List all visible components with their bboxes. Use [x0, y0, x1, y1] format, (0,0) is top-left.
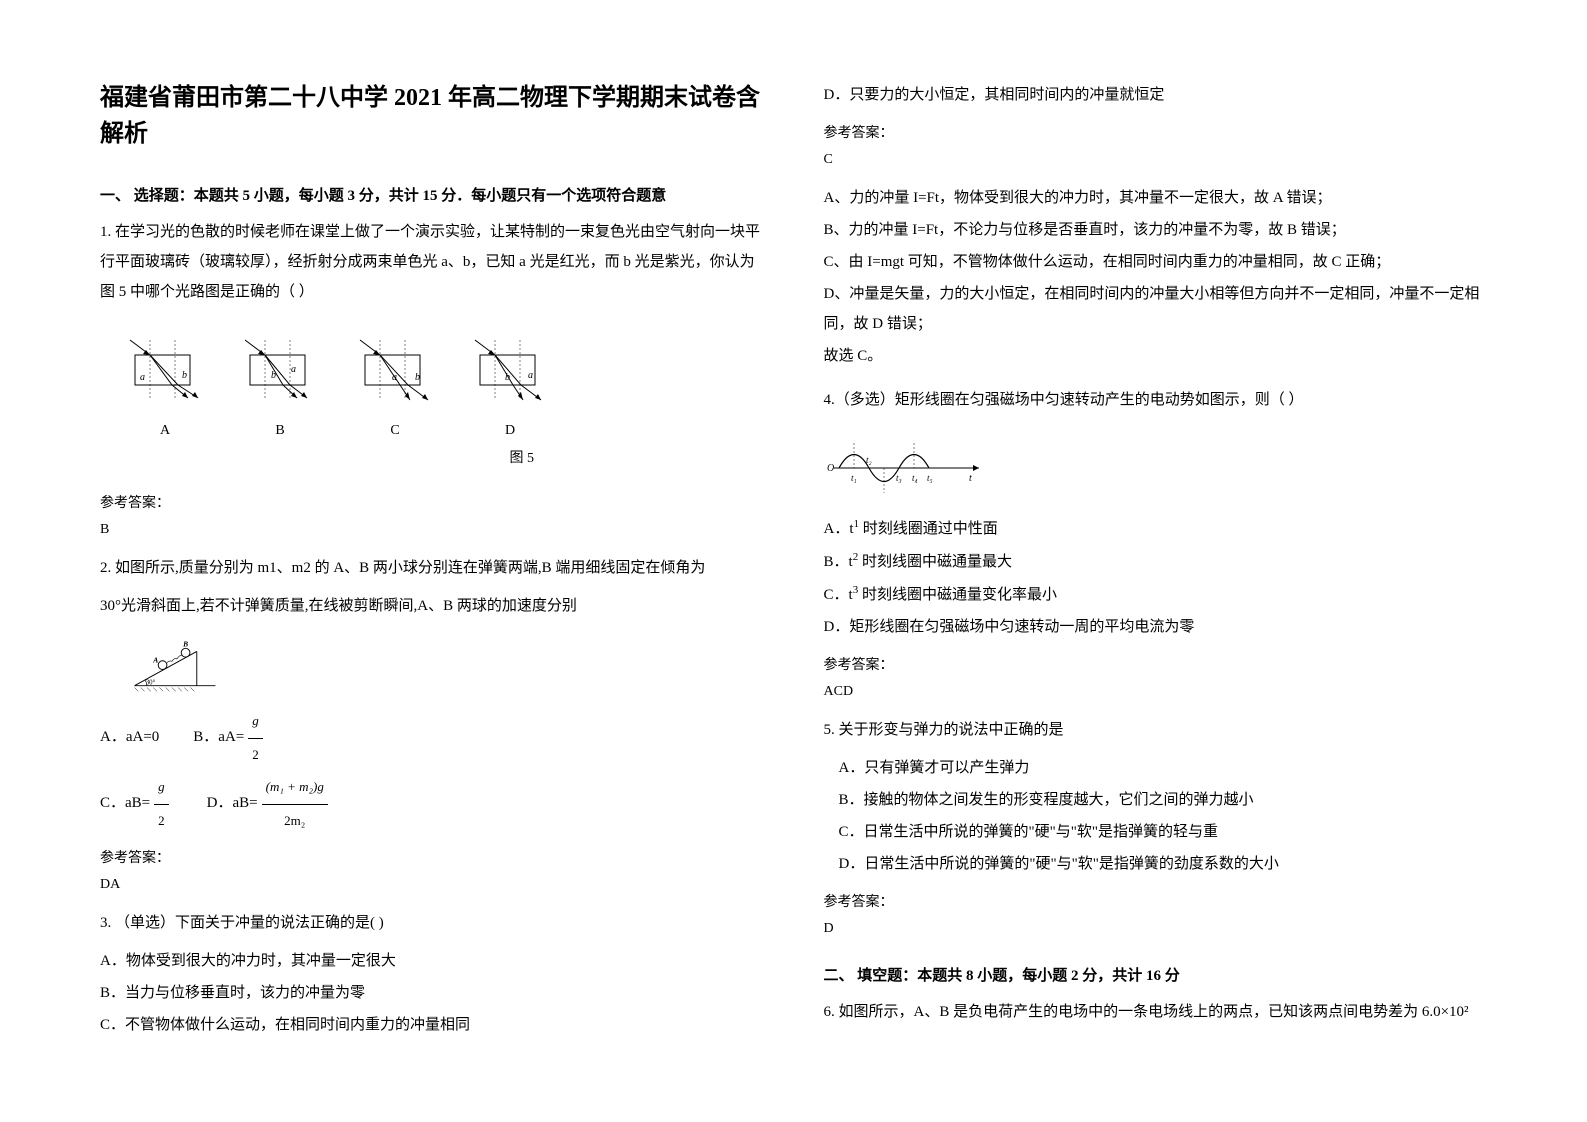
q3-optD: D．只要力的大小恒定，其相同时间内的冲量就恒定 — [824, 80, 1488, 110]
svg-text:a: a — [291, 364, 296, 375]
svg-text:B: B — [182, 639, 188, 648]
q2-options-row1: A．aA=0 B．aA= g 2 — [100, 705, 764, 771]
q3-explain-B: B、力的冲量 I=Ft，不论力与位移是否垂直时，该力的冲量不为零，故 B 错误； — [824, 215, 1488, 245]
q4-answer-label: 参考答案： — [824, 654, 1488, 674]
svg-text:t₂: t₂ — [866, 455, 872, 465]
q1-answer-label: 参考答案： — [100, 492, 764, 512]
prism-d: b a D — [465, 330, 555, 439]
q4-answer: ACD — [824, 684, 1488, 700]
svg-text:t₅: t₅ — [927, 473, 933, 483]
q2-incline-diagram: A B 30° — [100, 639, 250, 695]
svg-text:A: A — [152, 656, 158, 665]
prism-b: b a B — [235, 330, 325, 439]
q5-text: 5. 关于形变与弹力的说法中正确的是 — [824, 715, 1488, 745]
q1-answer: B — [100, 522, 764, 538]
svg-text:t₄: t₄ — [912, 473, 918, 483]
q3-optC: C．不管物体做什么运动，在相同时间内重力的冲量相同 — [100, 1010, 764, 1040]
q2-answer: DA — [100, 877, 764, 893]
q4-optB: B．t2 时刻线圈中磁通量最大 — [824, 546, 1488, 577]
prism-a-label: A — [120, 423, 210, 439]
svg-text:t: t — [969, 473, 972, 484]
q4-sine-diagram: O t₂ t₁ t₃ t₄ t₅ t — [824, 433, 984, 503]
section1-header: 一、 选择题：本题共 5 小题，每小题 3 分，共计 15 分．每小题只有一个选… — [100, 184, 764, 205]
q4-text: 4.（多选）矩形线圈在匀强磁场中匀速转动产生的电动势如图示，则（ ） — [824, 385, 1488, 415]
left-column: 福建省莆田市第二十八中学 2021 年高二物理下学期期末试卷含解析 一、 选择题… — [100, 80, 764, 1042]
q5-optD: D．日常生活中所说的弹簧的"硬"与"软"是指弹簧的劲度系数的大小 — [839, 849, 1488, 879]
q3-optB: B．当力与位移垂直时，该力的冲量为零 — [100, 978, 764, 1008]
exam-title: 福建省莆田市第二十八中学 2021 年高二物理下学期期末试卷含解析 — [100, 80, 764, 152]
svg-text:a: a — [140, 372, 145, 383]
q5-optC: C．日常生活中所说的弹簧的"硬"与"软"是指弹簧的轻与重 — [839, 817, 1488, 847]
prism-d-label: D — [465, 423, 555, 439]
q3-text: 3. （单选）下面关于冲量的说法正确的是( ) — [100, 908, 764, 938]
right-column: D．只要力的大小恒定，其相同时间内的冲量就恒定 参考答案： C A、力的冲量 I… — [824, 80, 1488, 1042]
q1-diagram: a b A b — [100, 330, 764, 467]
q2-options-row2: C．aB= g 2 D．aB= (m₁ + m₂)g 2m₂ — [100, 771, 764, 837]
q3-explain-end: 故选 C。 — [824, 341, 1488, 371]
prism-c-label: C — [350, 423, 440, 439]
prism-b-label: B — [235, 423, 325, 439]
q5-optA: A．只有弹簧才可以产生弹力 — [839, 753, 1488, 783]
svg-text:t₃: t₃ — [896, 473, 902, 483]
q4-optC: C．t3 时刻线圈中磁通量变化率最小 — [824, 579, 1488, 610]
svg-text:t₁: t₁ — [851, 473, 857, 483]
q2-optC: C．aB= g 2 — [100, 771, 173, 837]
prism-a: a b A — [120, 330, 210, 439]
prism-c: a b C — [350, 330, 440, 439]
svg-text:b: b — [505, 372, 510, 383]
q1-text: 1. 在学习光的色散的时候老师在课堂上做了一个演示实验，让某特制的一束复色光由空… — [100, 217, 764, 307]
svg-text:b: b — [415, 372, 420, 383]
q5-answer: D — [824, 921, 1488, 937]
q2-optD: D．aB= (m₁ + m₂)g 2m₂ — [207, 771, 332, 837]
q2-text1: 2. 如图所示,质量分别为 m1、m2 的 A、B 两小球分别连在弹簧两端,B … — [100, 553, 764, 583]
svg-text:30°: 30° — [146, 679, 156, 686]
svg-text:O: O — [827, 463, 834, 474]
section2-header: 二、 填空题：本题共 8 小题，每小题 2 分，共计 16 分 — [824, 964, 1488, 985]
q4-optD: D．矩形线圈在匀强磁场中匀速转动一周的平均电流为零 — [824, 612, 1488, 642]
svg-text:b: b — [271, 370, 276, 381]
svg-text:a: a — [392, 372, 397, 383]
q1-caption: 图 5 — [280, 447, 764, 467]
q3-optA: A．物体受到很大的冲力时，其冲量一定很大 — [100, 946, 764, 976]
q6-text: 6. 如图所示，A、B 是负电荷产生的电场中的一条电场线上的两点，已知该两点间电… — [824, 997, 1488, 1027]
q5-optB: B．接触的物体之间发生的形变程度越大，它们之间的弹力越小 — [839, 785, 1488, 815]
svg-text:b: b — [182, 370, 187, 381]
q3-answer-label: 参考答案： — [824, 122, 1488, 142]
q3-explain-C: C、由 I=mgt 可知，不管物体做什么运动，在相同时间内重力的冲量相同，故 C… — [824, 247, 1488, 277]
q2-optA: A．aA=0 — [100, 719, 159, 757]
q3-explain-A: A、力的冲量 I=Ft，物体受到很大的冲力时，其冲量不一定很大，故 A 错误； — [824, 183, 1488, 213]
q3-answer: C — [824, 152, 1488, 168]
q4-optA: A．t1 时刻线圈通过中性面 — [824, 513, 1488, 544]
svg-text:a: a — [528, 370, 533, 381]
q2-text2: 30°光滑斜面上,若不计弹簧质量,在线被剪断瞬间,A、B 两球的加速度分别 — [100, 591, 764, 621]
q5-answer-label: 参考答案： — [824, 891, 1488, 911]
q2-answer-label: 参考答案： — [100, 847, 764, 867]
q2-optB: B．aA= g 2 — [193, 705, 266, 771]
q3-explain-D: D、冲量是矢量，力的大小恒定，在相同时间内的冲量大小相等但方向并不一定相同，冲量… — [824, 279, 1488, 339]
